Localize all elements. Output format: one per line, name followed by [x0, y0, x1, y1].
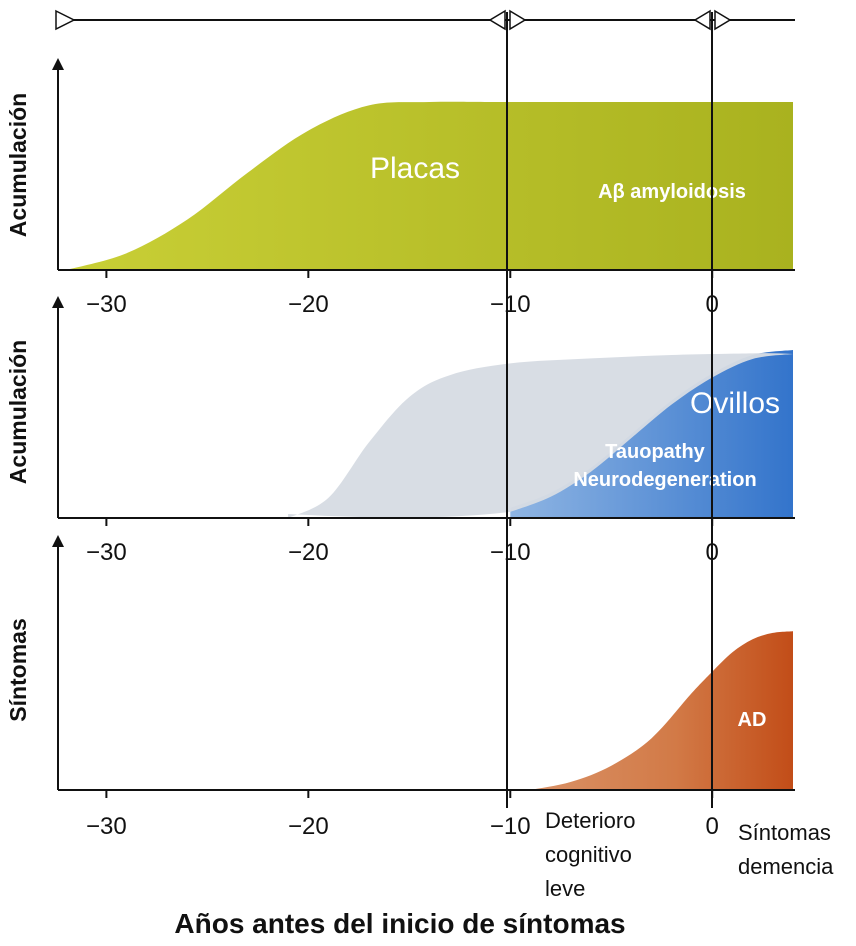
y-axis-label: Acumulación — [5, 93, 31, 237]
annotation-mci-line1: Deterioro — [545, 808, 635, 833]
annotation-dementia-line1: Síntomas — [738, 820, 831, 845]
label-tauopathy: Tauopathy — [605, 441, 706, 463]
series-area-amyloid — [66, 101, 793, 270]
series-area-ovillos — [288, 353, 793, 518]
panel-tau: Acumulación Ovillos Tauopathy Neurodegenera… — [5, 296, 795, 566]
x-tick-label: 0 — [706, 813, 719, 840]
timeline-marker-left-dementia — [693, 9, 711, 31]
annotation-mci-line3: leve — [545, 876, 585, 901]
x-tick-label: −30 — [86, 539, 127, 566]
timeline-marker-right-mci — [509, 9, 527, 31]
x-tick-label: −20 — [288, 813, 329, 840]
panel-symptoms: Síntomas AD −30 −20 −10 0 — [5, 535, 795, 840]
y-axis-arrow — [52, 535, 64, 547]
series-area-ad — [530, 631, 793, 790]
y-axis-label: Síntomas — [5, 618, 31, 722]
x-tick-label: −10 — [490, 813, 531, 840]
label-abeta-amyloidosis: Aβ amyloidosis — [598, 181, 746, 203]
x-tick-label: −10 — [490, 539, 531, 566]
x-tick-label: −30 — [86, 291, 127, 318]
annotation-dementia-line2: demencia — [738, 854, 834, 879]
panel-amyloid: Acumulación Placas Aβ amyloidosis −30 −20 −10… — [5, 58, 795, 318]
label-ad: AD — [738, 709, 767, 731]
x-tick-label: −10 — [490, 291, 531, 318]
y-axis-arrow — [52, 58, 64, 70]
x-axis-title: Años antes del inicio de síntomas — [174, 908, 625, 939]
label-placas: Placas — [370, 152, 460, 185]
timeline-marker-left-mci — [488, 9, 506, 31]
y-axis-label: Acumulación — [5, 340, 31, 484]
x-tick-label: −20 — [288, 539, 329, 566]
y-axis-arrow — [52, 296, 64, 308]
annotation-mci-line2: cognitivo — [545, 842, 632, 867]
timeline-marker-right-dementia — [714, 9, 732, 31]
x-tick-label: −20 — [288, 291, 329, 318]
timeline-bar — [55, 9, 795, 31]
x-tick-label: −30 — [86, 813, 127, 840]
label-neurodegeneration: Neurodegeneration — [573, 469, 756, 491]
label-ovillos: Ovillos — [690, 387, 780, 420]
timeline-start-marker — [55, 9, 76, 31]
